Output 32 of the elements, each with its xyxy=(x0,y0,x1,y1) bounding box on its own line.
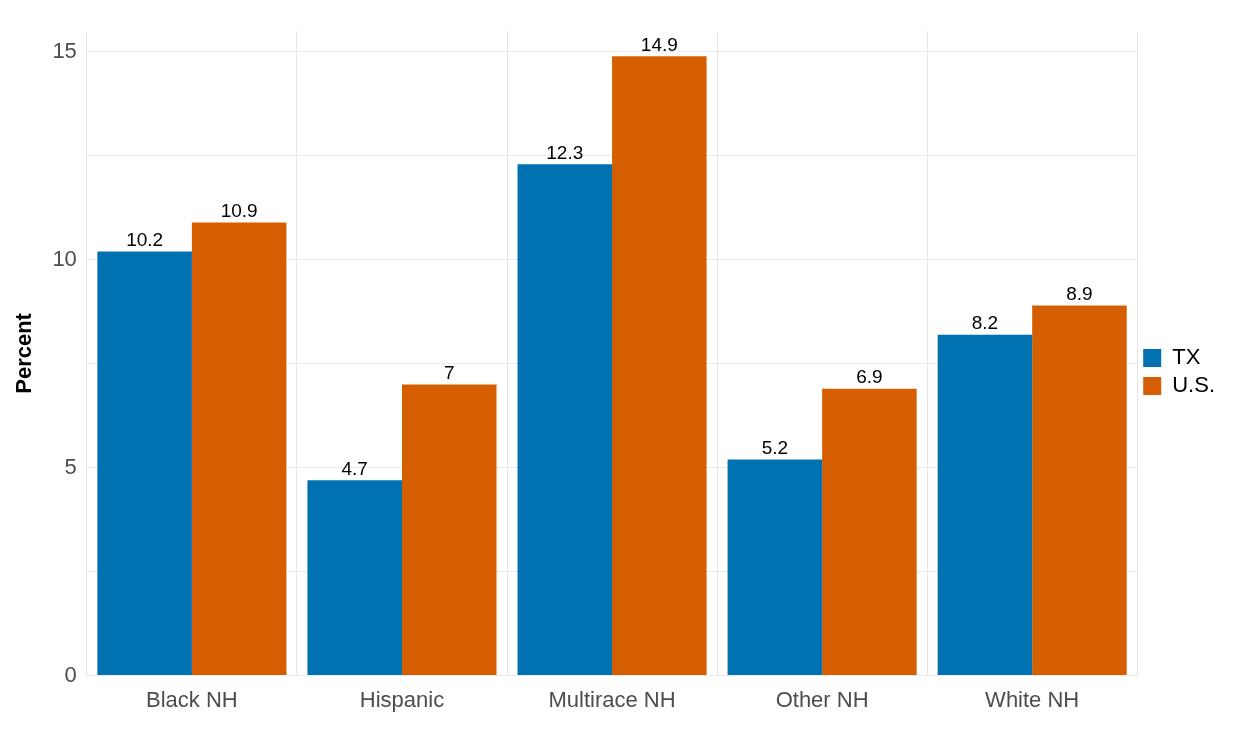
bar xyxy=(937,334,1033,676)
y-tick-label: 15 xyxy=(52,38,77,64)
data-label: 6.9 xyxy=(856,366,883,388)
bar xyxy=(517,164,613,676)
data-label: 8.2 xyxy=(971,312,999,334)
data-label: 10.2 xyxy=(126,229,164,251)
data-label: 12.3 xyxy=(546,141,584,163)
x-tick-label: Multirace NH xyxy=(548,686,676,712)
legend-label: TX xyxy=(1172,344,1201,370)
bar xyxy=(1032,305,1127,676)
data-label: 8.9 xyxy=(1066,283,1093,305)
bar xyxy=(191,222,287,676)
data-label: 14.9 xyxy=(640,33,678,55)
data-label: 7 xyxy=(443,362,455,384)
x-tick-label: Black NH xyxy=(146,686,238,712)
legend-label: U.S. xyxy=(1172,372,1216,398)
y-tick-label: 10 xyxy=(52,245,77,271)
bar xyxy=(822,388,917,676)
y-tick-label: 0 xyxy=(64,661,77,687)
bar xyxy=(727,459,823,676)
bar xyxy=(401,384,497,676)
bar xyxy=(612,56,707,676)
y-axis-title: Percent xyxy=(11,312,37,394)
bar xyxy=(97,251,192,676)
data-label: 4.7 xyxy=(341,457,368,479)
x-tick-label: White NH xyxy=(985,686,1080,712)
data-label: 10.9 xyxy=(220,200,258,222)
data-label: 5.2 xyxy=(761,437,789,459)
x-tick-label: Other NH xyxy=(775,686,869,712)
bar xyxy=(307,480,402,676)
y-tick-label: 5 xyxy=(64,453,77,479)
x-tick-label: Hispanic xyxy=(359,686,445,712)
